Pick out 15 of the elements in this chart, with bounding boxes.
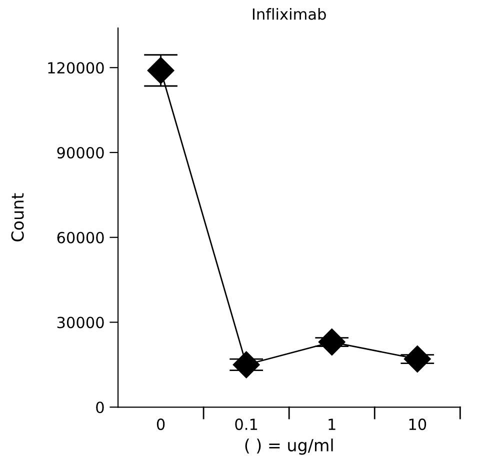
y-tick-label: 60000: [57, 232, 104, 244]
point: [404, 346, 431, 372]
y-tick-label: 90000: [57, 146, 104, 159]
chart-title: Infliximab: [252, 8, 326, 20]
y-axis-title: Count: [11, 193, 24, 242]
x-tick-label: 0.1: [235, 418, 258, 430]
x-axis-title: ( ) = ug/ml: [245, 438, 333, 455]
x-tick-label: 10: [409, 418, 426, 430]
point: [318, 328, 346, 356]
x-tick-label: 1: [328, 418, 336, 430]
x-tick-label: 0: [156, 418, 165, 430]
y-tick-label: 120000: [48, 62, 104, 74]
point: [232, 351, 260, 378]
y-tick-label: 30000: [57, 316, 104, 328]
y-tick-label: 0: [96, 402, 104, 414]
